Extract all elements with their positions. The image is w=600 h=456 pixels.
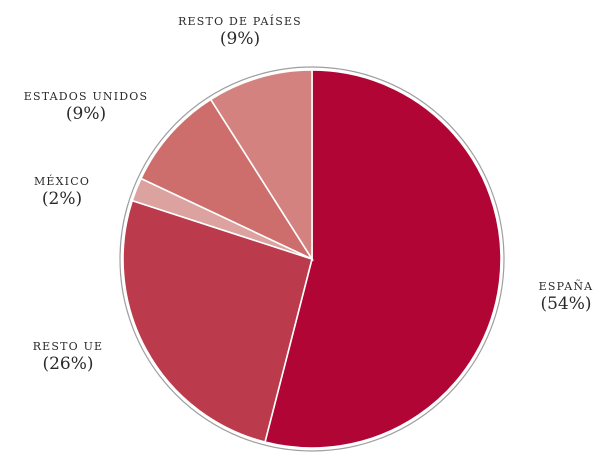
pie-labels: ESPAÑA(54%) RESTO UE(26%) MÉXICO(2%) ESTADO… <box>24 14 594 374</box>
slice-value-label: (9%) <box>220 29 260 49</box>
slice-label-2: RESTO UE(26%) <box>33 340 104 374</box>
slice-value-label: (26%) <box>42 354 93 374</box>
pie-slice-1 <box>264 69 502 449</box>
slice-value-label: (2%) <box>42 189 82 209</box>
slice-name-label: MÉXICO <box>34 174 90 188</box>
slice-value-label: (54%) <box>540 294 591 314</box>
pie-slice-2 <box>122 199 313 444</box>
slice-name-label: RESTO DE PAÍSES <box>178 14 302 28</box>
slice-name-label: ESPAÑA <box>539 279 594 293</box>
pie-slice-4 <box>139 98 315 261</box>
pie-outline <box>119 66 505 452</box>
slice-value-label: (9%) <box>66 104 106 124</box>
slice-label-5: RESTO DE PAÍSES(9%) <box>178 14 302 49</box>
slice-name-label: ESTADOS UNIDOS <box>24 90 149 103</box>
pie-slices <box>122 69 502 449</box>
slice-label-1: ESPAÑA(54%) <box>539 279 594 314</box>
pie-slice-5 <box>209 69 313 262</box>
slice-name-label: RESTO UE <box>33 340 104 353</box>
slice-label-3: MÉXICO(2%) <box>34 174 90 209</box>
slice-label-4: ESTADOS UNIDOS(9%) <box>24 90 149 124</box>
